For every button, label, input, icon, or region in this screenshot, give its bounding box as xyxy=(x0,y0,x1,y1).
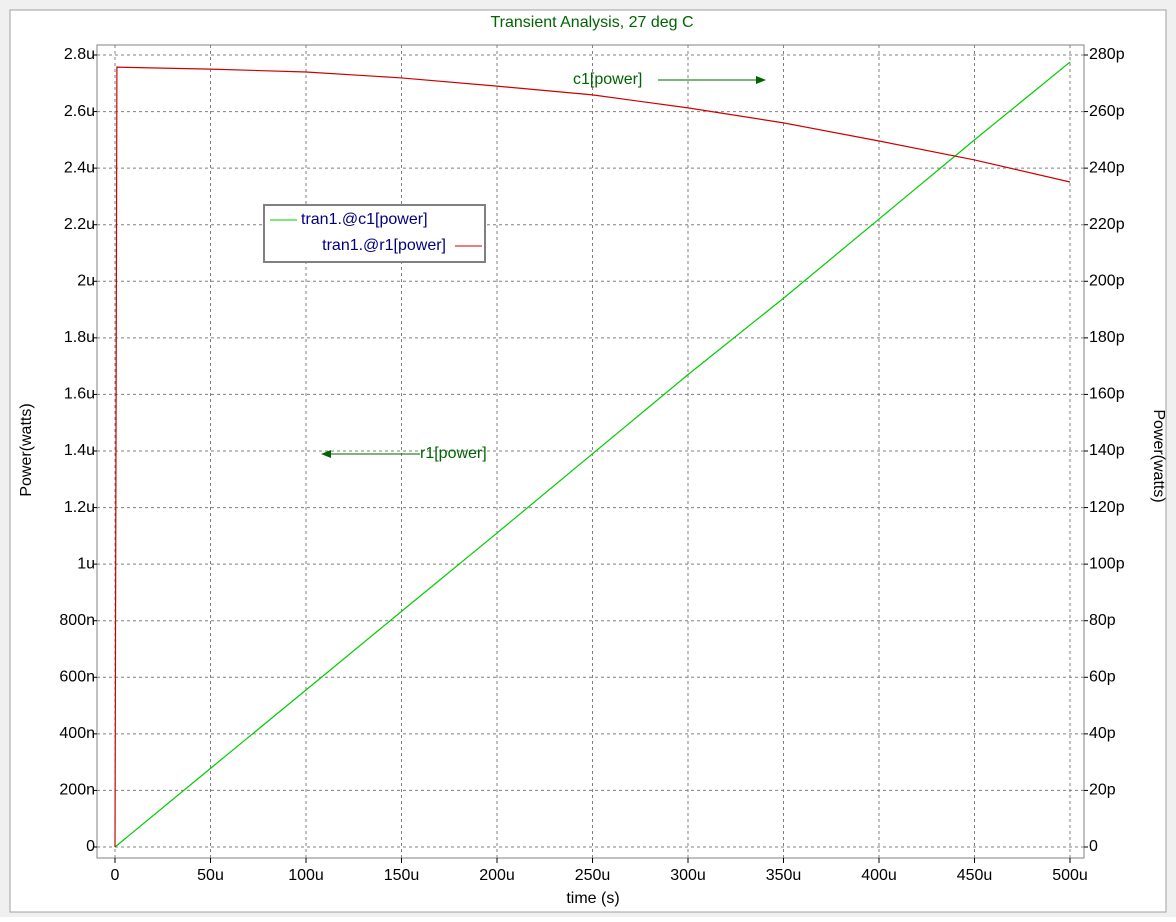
x-tick-label: 200u xyxy=(479,867,515,884)
y-tick-label: 1u xyxy=(77,555,95,572)
y2-tick-label: 240p xyxy=(1089,159,1125,176)
y-axis-label: Power(watts) xyxy=(18,403,35,496)
y2-axis-label: Power(watts) xyxy=(1150,409,1167,502)
annotation: c1[power] xyxy=(573,71,642,88)
y2-tick-label: 100p xyxy=(1089,555,1125,572)
y-tick-label: 400n xyxy=(59,725,95,742)
y-tick-label: 0 xyxy=(86,838,95,855)
legend-label: tran1.@r1[power] xyxy=(322,237,446,254)
y2-tick-label: 260p xyxy=(1089,103,1125,120)
y-tick-label: 800n xyxy=(59,612,95,629)
x-tick-label: 450u xyxy=(957,867,993,884)
x-axis-label: time (s) xyxy=(566,890,619,907)
y2-tick-label: 280p xyxy=(1089,46,1125,63)
series-line xyxy=(114,61,1071,848)
y2-tick-label: 60p xyxy=(1089,669,1116,686)
y-tick-label: 1.6u xyxy=(64,386,95,403)
y2-tick-label: 20p xyxy=(1089,782,1116,799)
y-tick-label: 2.4u xyxy=(64,159,95,176)
arrow-head xyxy=(321,450,331,458)
y-tick-label: 2.8u xyxy=(64,46,95,63)
legend-label: tran1.@c1[power] xyxy=(301,211,428,228)
y2-tick-label: 120p xyxy=(1089,499,1125,516)
annotation: r1[power] xyxy=(420,445,487,462)
y2-tick-label: 200p xyxy=(1089,273,1125,290)
x-tick-label: 300u xyxy=(670,867,706,884)
x-tick-label: 250u xyxy=(575,867,611,884)
x-tick-label: 0 xyxy=(111,867,120,884)
y-tick-label: 2.6u xyxy=(64,103,95,120)
chart-title: Transient Analysis, 27 deg C xyxy=(490,14,693,31)
y-tick-label: 1.2u xyxy=(64,499,95,516)
x-tick-label: 500u xyxy=(1052,867,1088,884)
arrow-head xyxy=(756,76,766,84)
y2-tick-label: 40p xyxy=(1089,725,1116,742)
x-tick-label: 50u xyxy=(197,867,224,884)
legend-box xyxy=(263,204,486,263)
y-tick-label: 2u xyxy=(77,273,95,290)
y-tick-label: 2.2u xyxy=(64,216,95,233)
y2-tick-label: 0 xyxy=(1089,838,1098,855)
x-tick-label: 350u xyxy=(766,867,802,884)
y2-tick-label: 140p xyxy=(1089,442,1125,459)
y-tick-label: 200n xyxy=(59,782,95,799)
y2-tick-label: 160p xyxy=(1089,386,1125,403)
series-line xyxy=(114,66,1071,848)
y-tick-label: 1.4u xyxy=(64,442,95,459)
x-tick-label: 150u xyxy=(384,867,420,884)
x-tick-label: 400u xyxy=(861,867,897,884)
y-tick-label: 600n xyxy=(59,669,95,686)
y-tick-label: 1.8u xyxy=(64,329,95,346)
y2-tick-label: 220p xyxy=(1089,216,1125,233)
y2-tick-label: 180p xyxy=(1089,329,1125,346)
y2-tick-label: 80p xyxy=(1089,612,1116,629)
x-tick-label: 100u xyxy=(288,867,324,884)
